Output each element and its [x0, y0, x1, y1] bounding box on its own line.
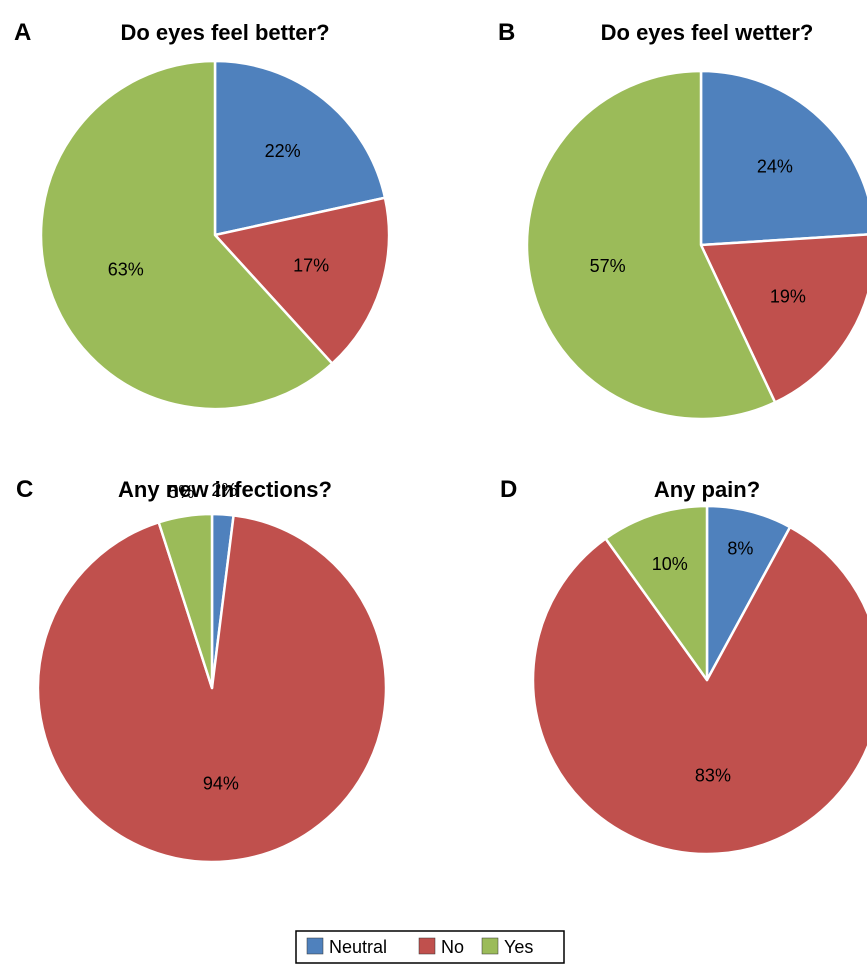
legend-label-neutral: Neutral [329, 937, 387, 957]
slice-label-yes: 57% [590, 256, 626, 276]
panel-title-b: Do eyes feel wetter? [601, 20, 814, 45]
panel-b: B Do eyes feel wetter? 24% 19% 57% [498, 19, 867, 421]
pie-slice-no [213, 196, 391, 365]
slice-label-yes: 63% [108, 260, 144, 280]
legend: Neutral No Yes [295, 930, 565, 964]
legend-swatch-no [418, 937, 436, 955]
slice-label-neutral: 22% [265, 141, 301, 161]
slice-label-no: 83% [695, 766, 731, 786]
panel-letter-d: D [500, 476, 517, 503]
slice-label-no: 94% [203, 773, 239, 793]
slice-label-no: 19% [770, 286, 806, 306]
panel-title-d: Any pain? [654, 477, 760, 502]
slice-label-neutral: 2% [211, 480, 237, 500]
pie-slice-neutral [213, 59, 387, 237]
pie-a: 22% 17% 63% [39, 59, 391, 411]
legend-swatch-yes [481, 937, 499, 955]
pie-c: 2% 94% 5% [36, 480, 388, 864]
panel-title-a: Do eyes feel better? [120, 20, 329, 45]
pie-slice-yes [39, 59, 334, 411]
legend-swatch-neutral [306, 937, 324, 955]
panel-c: C Any new infections? 2% 94% 5% [16, 476, 388, 864]
panel-d: D Any pain? 8% 83% 10% [500, 476, 867, 856]
pie-slice-neutral [699, 69, 867, 247]
pie-d: 8% 83% 10% [531, 504, 867, 856]
slice-label-neutral: 24% [757, 156, 793, 176]
slice-label-yes: 10% [652, 554, 688, 574]
legend-label-no: No [441, 937, 464, 957]
pie-slice-yes [604, 504, 709, 682]
panel-letter-b: B [498, 19, 515, 46]
panel-letter-a: A [14, 19, 31, 46]
panel-title-c: Any new infections? [118, 477, 332, 502]
pie-slice-no [699, 233, 867, 404]
pie-slice-yes [157, 512, 214, 690]
panel-letter-c: C [16, 476, 33, 503]
slice-label-no: 17% [293, 256, 329, 276]
slice-label-neutral: 8% [727, 538, 753, 558]
slice-label-yes: 5% [168, 482, 194, 502]
panel-a: A Do eyes feel better? 22% 17% 63% [14, 19, 391, 411]
pie-slice-no [531, 525, 867, 856]
pie-slice-yes [525, 69, 777, 421]
legend-label-yes: Yes [504, 937, 533, 957]
pie-b: 24% 19% 57% [525, 69, 867, 421]
